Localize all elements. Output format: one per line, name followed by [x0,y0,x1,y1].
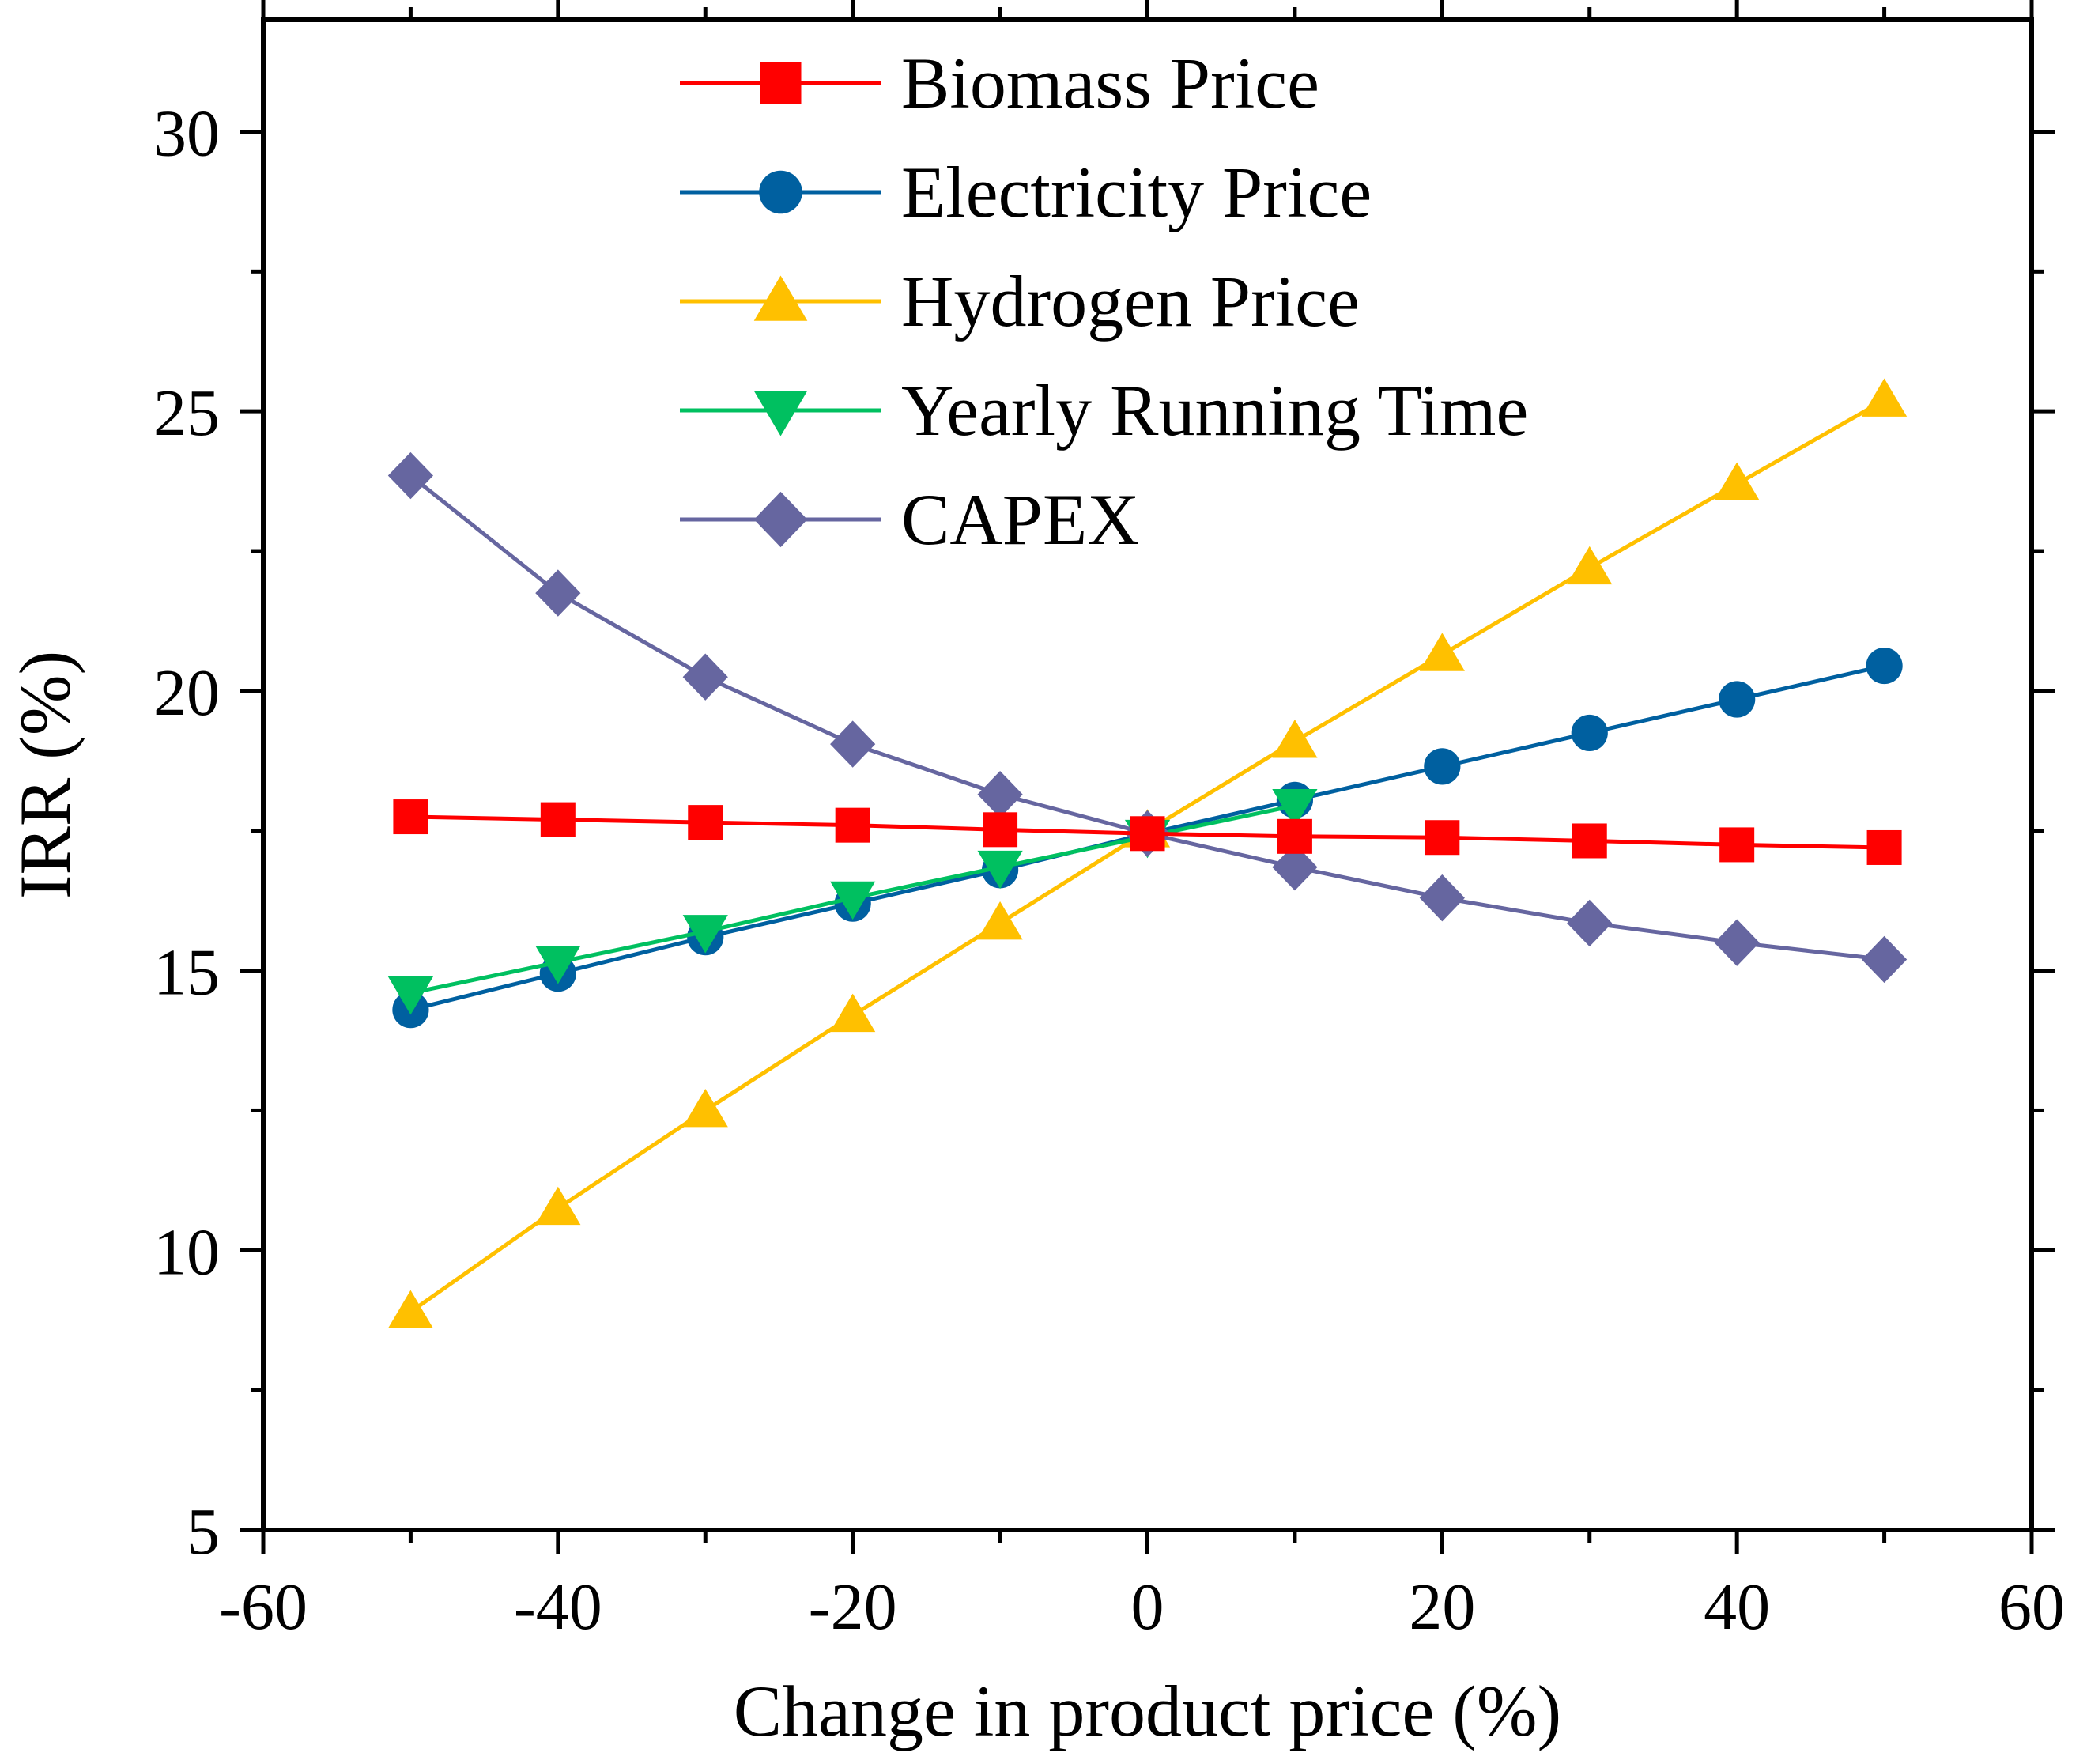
legend-marker [759,170,802,214]
data-point [688,805,723,840]
legend-item: CAPEX [680,479,1140,560]
y-axis-title: IRR (%) [5,651,85,899]
data-point [535,1186,581,1226]
data-point [682,1088,728,1128]
data-point [830,881,876,920]
data-point [1571,714,1608,752]
x-tick-label: -40 [514,1570,602,1644]
data-point [1567,899,1613,947]
data-point [1272,844,1318,891]
data-point [1572,823,1607,859]
data-point [830,993,876,1033]
data-point [535,569,581,617]
data-point [387,451,434,500]
legend-label: CAPEX [901,479,1140,560]
y-tick-label: 20 [153,656,220,730]
data-point [1272,720,1318,758]
data-point [1130,816,1165,852]
data-point [1719,827,1755,863]
legend-label: Yearly Running Time [901,370,1528,451]
x-tick-label: -60 [219,1570,308,1644]
data-point [977,850,1023,890]
data-point [1272,789,1318,828]
y-tick-label: 25 [153,376,220,450]
legend: Biomass Price Electricity Price Hydrogen P… [680,43,1528,560]
x-tick-label: 0 [1131,1570,1164,1644]
legend-item: Electricity Price [680,152,1372,232]
data-point [387,976,434,1015]
legend-marker [753,391,808,436]
data-point [1714,919,1760,966]
data-point [393,799,428,835]
y-tick-label: 30 [153,96,220,170]
data-point [540,802,576,837]
legend-item: Hydrogen Price [680,261,1360,342]
series-biomass-price [393,799,1902,865]
legend-item: Yearly Running Time [680,370,1528,451]
data-point [1424,748,1461,785]
legend-marker [753,491,808,548]
legend-item: Biomass Price [680,43,1319,123]
data-point [1719,681,1756,718]
data-point [1567,546,1613,585]
x-tick-label: 40 [1704,1570,1770,1644]
data-point [387,1290,434,1329]
x-tick-label: 20 [1409,1570,1475,1644]
data-point [682,915,728,954]
x-tick-label: 60 [1998,1570,2065,1644]
data-point [535,946,581,984]
series-layer [387,378,1908,1329]
y-tick-label: 5 [187,1495,220,1569]
y-tick-label: 15 [153,936,220,1010]
data-point [1714,462,1760,501]
legend-label: Hydrogen Price [901,261,1360,342]
data-point [682,653,728,701]
legend-marker [753,275,808,321]
data-point [1866,829,1902,865]
data-point [983,812,1018,848]
legend-label: Electricity Price [901,152,1372,232]
data-point [1866,647,1903,685]
data-point [830,720,876,768]
y-tick-label: 10 [153,1215,220,1289]
data-point [1861,378,1908,417]
ticks-layer: -60 -40 -20 0 20 40 60 5 10 15 20 25 30 [153,0,2065,1644]
data-point [1861,935,1908,984]
data-point [1277,818,1312,854]
legend-label: Biomass Price [901,43,1319,123]
x-tick-label: -20 [809,1570,897,1644]
data-point [1425,820,1460,856]
data-point [1419,874,1465,922]
legend-marker [760,62,802,104]
data-point [835,807,870,843]
data-point [1419,633,1465,671]
data-point [977,771,1023,818]
x-axis-title: Change in product price (%) [734,1671,1561,1751]
plot-frame [261,17,2034,1532]
data-point [977,901,1023,940]
